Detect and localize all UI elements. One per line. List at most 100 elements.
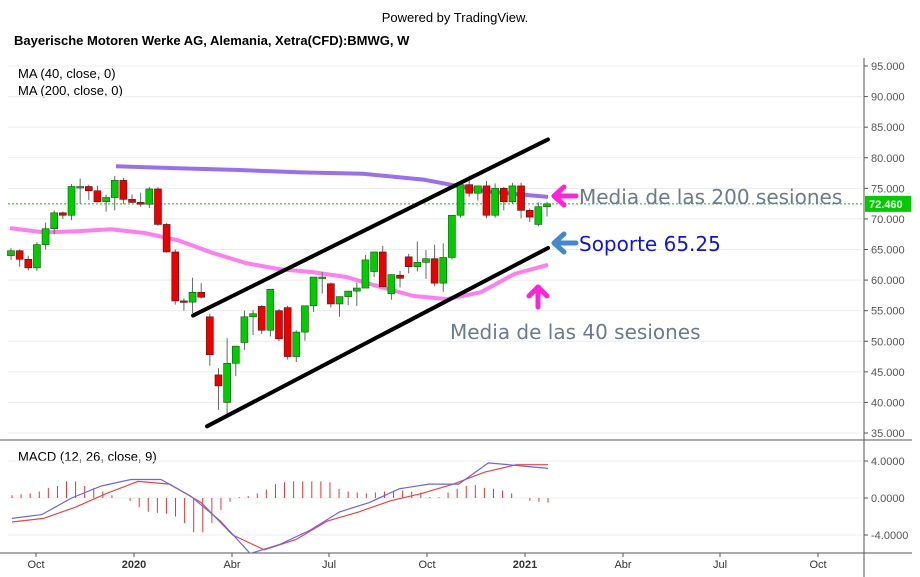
- candle[interactable]: [41, 222, 50, 250]
- candle-down: [378, 251, 387, 288]
- candle[interactable]: [344, 290, 352, 306]
- candle[interactable]: [396, 270, 404, 288]
- candle[interactable]: [15, 249, 24, 267]
- candle-up: [353, 287, 361, 292]
- candle[interactable]: [353, 282, 361, 306]
- candle[interactable]: [482, 180, 491, 219]
- time-axis[interactable]: Oct 2020 Abr Jul Oct 2021 Abr Jul Oct: [27, 553, 827, 571]
- candle[interactable]: [275, 308, 283, 342]
- candle[interactable]: [85, 184, 93, 200]
- candle[interactable]: [154, 187, 162, 226]
- candle[interactable]: [327, 282, 335, 308]
- candle[interactable]: [430, 244, 439, 287]
- candle[interactable]: [534, 202, 543, 227]
- candle-up: [301, 305, 309, 333]
- support-arrow-icon[interactable]: [551, 231, 579, 255]
- candle[interactable]: [361, 255, 370, 289]
- candle[interactable]: [76, 178, 84, 204]
- candle[interactable]: [525, 208, 534, 222]
- candle[interactable]: [240, 310, 249, 350]
- candle[interactable]: [223, 338, 231, 415]
- candle[interactable]: [448, 214, 456, 260]
- candle[interactable]: [231, 345, 240, 377]
- candle[interactable]: [491, 183, 499, 218]
- ma40-arrow-icon[interactable]: [526, 284, 550, 310]
- candle[interactable]: [301, 305, 309, 341]
- candle[interactable]: [162, 223, 171, 253]
- candle[interactable]: [249, 310, 257, 336]
- price-gridlines: [8, 65, 862, 434]
- legend-ma40[interactable]: MA (40, close, 0): [18, 66, 116, 81]
- candle-up: [102, 197, 110, 203]
- channel-lower-line[interactable]: [205, 245, 550, 429]
- candle[interactable]: [387, 274, 396, 300]
- candle[interactable]: [67, 184, 76, 221]
- candle-down: [482, 185, 491, 216]
- candle[interactable]: [474, 185, 482, 201]
- candle[interactable]: [33, 242, 41, 271]
- price-axis-label: 45.000: [871, 367, 905, 379]
- candles[interactable]: [7, 175, 551, 415]
- candle[interactable]: [197, 283, 205, 299]
- candle[interactable]: [206, 313, 214, 366]
- ma200-arrow-icon[interactable]: [551, 184, 579, 208]
- candle-up: [110, 180, 119, 198]
- candle[interactable]: [413, 241, 422, 272]
- candle-up: [76, 186, 84, 189]
- candle[interactable]: [439, 243, 448, 292]
- candle[interactable]: [180, 298, 188, 311]
- candle[interactable]: [422, 250, 430, 279]
- candle[interactable]: [266, 288, 275, 337]
- channel-upper-line[interactable]: [191, 137, 550, 318]
- candle[interactable]: [136, 192, 145, 207]
- candle[interactable]: [171, 249, 180, 305]
- candle[interactable]: [508, 182, 517, 204]
- candle[interactable]: [7, 248, 15, 260]
- candle[interactable]: [50, 210, 59, 235]
- macd-axis[interactable]: 4.0000 0.0000 -4.0000: [864, 456, 908, 542]
- candle[interactable]: [128, 194, 136, 204]
- candle[interactable]: [283, 305, 292, 360]
- candle[interactable]: [309, 276, 318, 312]
- time-axis-label: 2021: [513, 559, 537, 571]
- candle[interactable]: [370, 251, 378, 278]
- candle[interactable]: [517, 182, 525, 219]
- candle-down: [206, 316, 214, 356]
- candle-up: [249, 313, 257, 318]
- candle[interactable]: [24, 255, 33, 271]
- candle[interactable]: [378, 245, 387, 288]
- candle[interactable]: [93, 185, 102, 203]
- candle[interactable]: [292, 330, 301, 363]
- arrow-head: [551, 231, 567, 255]
- candle-down: [499, 188, 508, 203]
- candle[interactable]: [335, 296, 344, 317]
- macd-histogram: [11, 481, 549, 533]
- price-axis[interactable]: 95.000 90.000 85.000 80.000 75.000 70.000 65.0…: [864, 61, 905, 440]
- macd-axis-label: 4.0000: [871, 456, 905, 468]
- candle[interactable]: [110, 176, 119, 211]
- candle[interactable]: [257, 305, 266, 334]
- candle[interactable]: [119, 177, 128, 205]
- candle[interactable]: [499, 187, 508, 211]
- price-axis-label: 40.000: [871, 397, 905, 409]
- legend-ma200[interactable]: MA (200, close, 0): [18, 83, 123, 98]
- candle[interactable]: [543, 201, 551, 217]
- candle[interactable]: [318, 272, 327, 294]
- candle-up: [240, 316, 249, 343]
- candle[interactable]: [59, 211, 67, 219]
- candle[interactable]: [188, 277, 197, 314]
- candle-up: [508, 185, 517, 203]
- macd-gridlines: [8, 460, 862, 536]
- candle-down: [396, 274, 404, 279]
- candle-up: [231, 345, 240, 364]
- candle[interactable]: [145, 187, 154, 208]
- candle[interactable]: [102, 194, 110, 212]
- candle[interactable]: [214, 368, 223, 410]
- time-axis-label: Abr: [223, 559, 240, 571]
- candle-up: [309, 276, 318, 307]
- candle-down: [154, 188, 162, 225]
- candle[interactable]: [404, 253, 413, 274]
- candle[interactable]: [456, 182, 465, 218]
- legend-macd[interactable]: MACD (12, 26, close, 9): [18, 449, 157, 464]
